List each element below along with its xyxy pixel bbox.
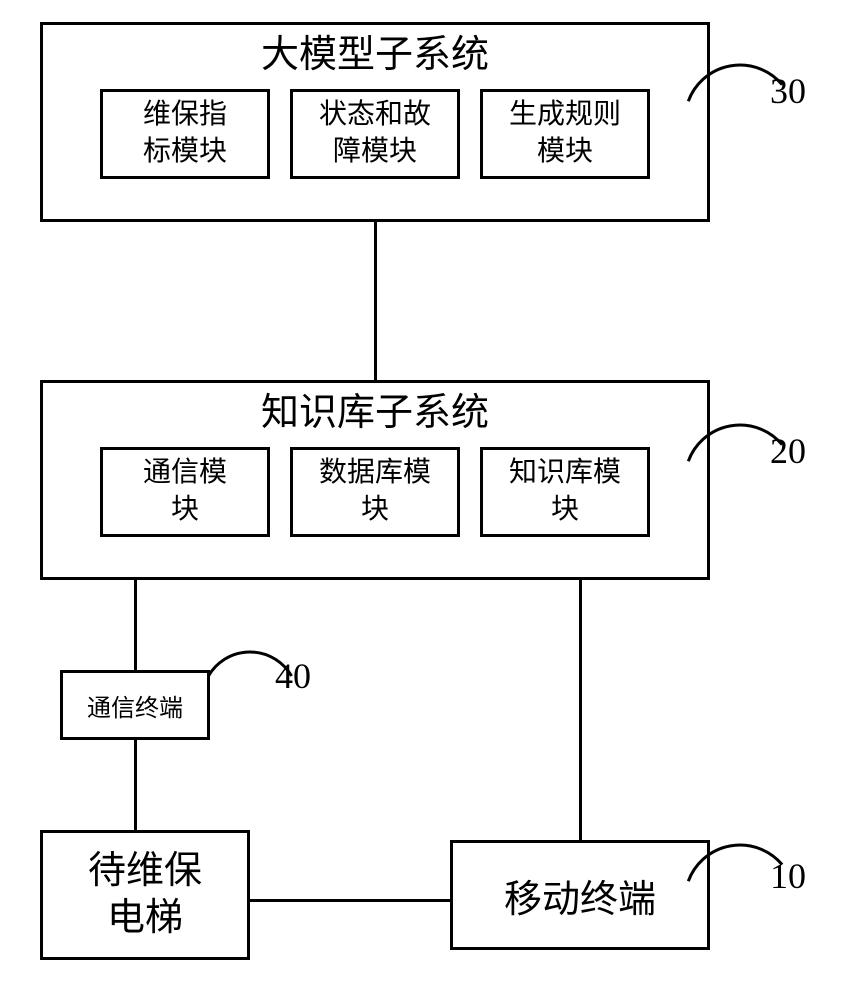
mid-subsystem: 知识库子系统通信模 块数据库模 块知识库模 块 [40, 380, 710, 580]
comm-terminal-label: 通信终端 [87, 688, 183, 723]
connector-4 [250, 899, 450, 902]
label-comm: 40 [275, 655, 311, 697]
mid-sub-0: 通信模 块 [100, 447, 270, 537]
mid-sub-1: 数据库模 块 [290, 447, 460, 537]
elevator-label: 待维保 电梯 [88, 848, 202, 943]
connector-3 [579, 580, 582, 840]
top-sub-2: 生成规则 模块 [480, 89, 650, 179]
top-sub-0: 维保指 标模块 [100, 89, 270, 179]
connector-0 [374, 222, 377, 380]
elevator-box: 待维保 电梯 [40, 830, 250, 960]
label-top: 30 [770, 70, 806, 112]
mid-sub-row: 通信模 块数据库模 块知识库模 块 [43, 447, 707, 537]
mid-title: 知识库子系统 [261, 391, 489, 437]
mobile-terminal-label: 移动终端 [504, 868, 656, 923]
top-title: 大模型子系统 [261, 33, 489, 79]
label-mid: 20 [770, 430, 806, 472]
mobile-terminal: 移动终端 [450, 840, 710, 950]
connector-1 [134, 580, 137, 670]
comm-terminal: 通信终端 [60, 670, 210, 740]
top-subsystem: 大模型子系统维保指 标模块状态和故 障模块生成规则 模块 [40, 22, 710, 222]
top-sub-1: 状态和故 障模块 [290, 89, 460, 179]
connector-2 [134, 740, 137, 830]
top-sub-row: 维保指 标模块状态和故 障模块生成规则 模块 [43, 89, 707, 179]
label-mobile: 10 [770, 855, 806, 897]
mid-sub-2: 知识库模 块 [480, 447, 650, 537]
